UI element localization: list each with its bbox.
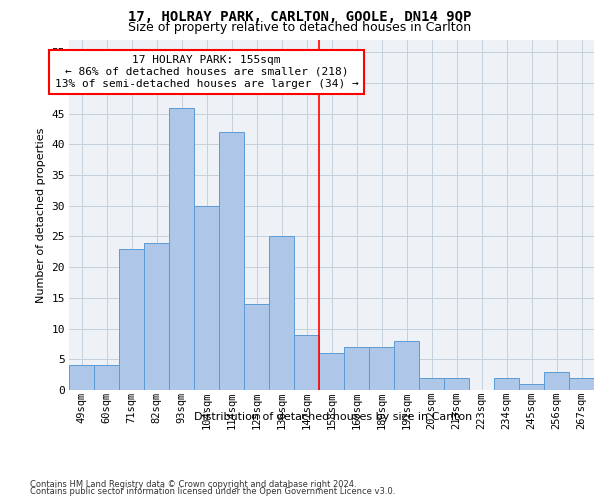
Bar [419,378,444,390]
Bar [544,372,569,390]
Text: Contains HM Land Registry data © Crown copyright and database right 2024.: Contains HM Land Registry data © Crown c… [30,480,356,489]
Bar [219,132,244,390]
Bar [119,249,144,390]
Text: 17 HOLRAY PARK: 155sqm
← 86% of detached houses are smaller (218)
13% of semi-de: 17 HOLRAY PARK: 155sqm ← 86% of detached… [55,56,358,88]
Bar [369,347,394,390]
Text: 17, HOLRAY PARK, CARLTON, GOOLE, DN14 9QP: 17, HOLRAY PARK, CARLTON, GOOLE, DN14 9Q… [128,10,472,24]
Bar [144,242,169,390]
Bar [244,304,269,390]
Bar [494,378,519,390]
Bar [169,108,194,390]
Text: Contains public sector information licensed under the Open Government Licence v3: Contains public sector information licen… [30,487,395,496]
Bar [94,366,119,390]
Bar [444,378,469,390]
Text: Size of property relative to detached houses in Carlton: Size of property relative to detached ho… [128,21,472,34]
Text: Distribution of detached houses by size in Carlton: Distribution of detached houses by size … [194,412,472,422]
Bar [194,206,219,390]
Bar [69,366,94,390]
Y-axis label: Number of detached properties: Number of detached properties [36,128,46,302]
Bar [394,341,419,390]
Bar [569,378,594,390]
Bar [269,236,294,390]
Bar [519,384,544,390]
Bar [344,347,369,390]
Bar [294,334,319,390]
Bar [319,353,344,390]
